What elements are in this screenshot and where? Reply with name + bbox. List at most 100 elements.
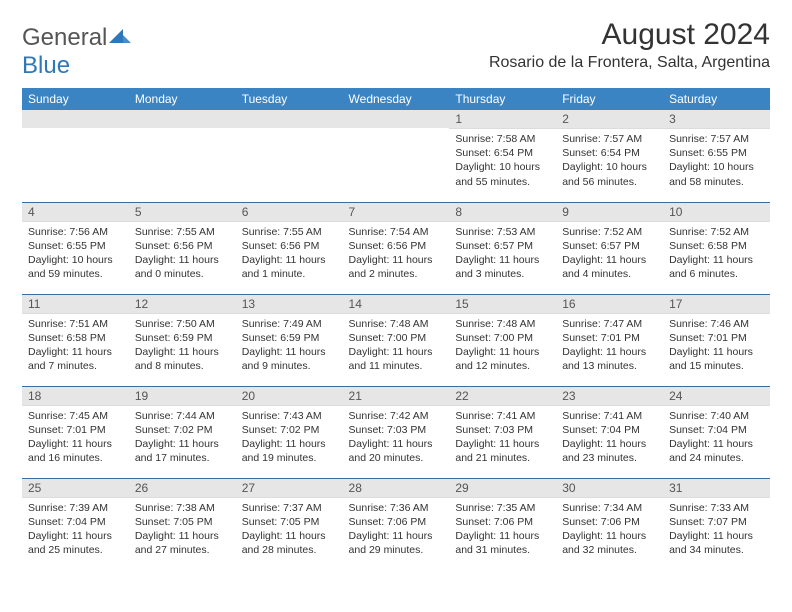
calendar-day-cell bbox=[236, 110, 343, 202]
logo: General bbox=[22, 18, 131, 52]
weekday-header: Friday bbox=[556, 88, 663, 110]
calendar-week-row: 1Sunrise: 7:58 AMSunset: 6:54 PMDaylight… bbox=[22, 110, 770, 202]
day-data: Sunrise: 7:42 AMSunset: 7:03 PMDaylight:… bbox=[343, 406, 450, 470]
calendar-day-cell: 16Sunrise: 7:47 AMSunset: 7:01 PMDayligh… bbox=[556, 294, 663, 386]
day-data: Sunrise: 7:47 AMSunset: 7:01 PMDaylight:… bbox=[556, 314, 663, 378]
day-data: Sunrise: 7:58 AMSunset: 6:54 PMDaylight:… bbox=[449, 129, 556, 193]
day-data: Sunrise: 7:36 AMSunset: 7:06 PMDaylight:… bbox=[343, 498, 450, 562]
day-number: 5 bbox=[129, 203, 236, 222]
day-number: 1 bbox=[449, 110, 556, 129]
day-number: 22 bbox=[449, 387, 556, 406]
triangle-icon bbox=[109, 24, 131, 52]
blank-day bbox=[129, 110, 236, 128]
day-number: 10 bbox=[663, 203, 770, 222]
day-data: Sunrise: 7:56 AMSunset: 6:55 PMDaylight:… bbox=[22, 222, 129, 286]
day-number: 13 bbox=[236, 295, 343, 314]
day-number: 17 bbox=[663, 295, 770, 314]
weekday-header: Thursday bbox=[449, 88, 556, 110]
calendar-day-cell: 27Sunrise: 7:37 AMSunset: 7:05 PMDayligh… bbox=[236, 478, 343, 570]
day-number: 15 bbox=[449, 295, 556, 314]
calendar-day-cell: 5Sunrise: 7:55 AMSunset: 6:56 PMDaylight… bbox=[129, 202, 236, 294]
day-number: 28 bbox=[343, 479, 450, 498]
day-data: Sunrise: 7:55 AMSunset: 6:56 PMDaylight:… bbox=[236, 222, 343, 286]
day-data: Sunrise: 7:41 AMSunset: 7:04 PMDaylight:… bbox=[556, 406, 663, 470]
calendar-day-cell: 15Sunrise: 7:48 AMSunset: 7:00 PMDayligh… bbox=[449, 294, 556, 386]
day-data: Sunrise: 7:53 AMSunset: 6:57 PMDaylight:… bbox=[449, 222, 556, 286]
calendar-day-cell: 20Sunrise: 7:43 AMSunset: 7:02 PMDayligh… bbox=[236, 386, 343, 478]
calendar-day-cell: 13Sunrise: 7:49 AMSunset: 6:59 PMDayligh… bbox=[236, 294, 343, 386]
day-number: 16 bbox=[556, 295, 663, 314]
day-data: Sunrise: 7:41 AMSunset: 7:03 PMDaylight:… bbox=[449, 406, 556, 470]
calendar-day-cell: 2Sunrise: 7:57 AMSunset: 6:54 PMDaylight… bbox=[556, 110, 663, 202]
month-title: August 2024 bbox=[489, 18, 770, 52]
calendar-day-cell bbox=[343, 110, 450, 202]
weekday-header: Tuesday bbox=[236, 88, 343, 110]
day-data: Sunrise: 7:46 AMSunset: 7:01 PMDaylight:… bbox=[663, 314, 770, 378]
day-number: 8 bbox=[449, 203, 556, 222]
calendar-day-cell: 19Sunrise: 7:44 AMSunset: 7:02 PMDayligh… bbox=[129, 386, 236, 478]
logo-text-2: Blue bbox=[22, 52, 770, 80]
day-number: 25 bbox=[22, 479, 129, 498]
weekday-header: Monday bbox=[129, 88, 236, 110]
weekday-header: Sunday bbox=[22, 88, 129, 110]
day-number: 14 bbox=[343, 295, 450, 314]
calendar-day-cell: 18Sunrise: 7:45 AMSunset: 7:01 PMDayligh… bbox=[22, 386, 129, 478]
calendar-day-cell: 11Sunrise: 7:51 AMSunset: 6:58 PMDayligh… bbox=[22, 294, 129, 386]
day-number: 19 bbox=[129, 387, 236, 406]
weekday-header: Wednesday bbox=[343, 88, 450, 110]
calendar-day-cell: 23Sunrise: 7:41 AMSunset: 7:04 PMDayligh… bbox=[556, 386, 663, 478]
calendar-day-cell: 28Sunrise: 7:36 AMSunset: 7:06 PMDayligh… bbox=[343, 478, 450, 570]
day-number: 18 bbox=[22, 387, 129, 406]
calendar-week-row: 11Sunrise: 7:51 AMSunset: 6:58 PMDayligh… bbox=[22, 294, 770, 386]
day-data: Sunrise: 7:44 AMSunset: 7:02 PMDaylight:… bbox=[129, 406, 236, 470]
day-number: 30 bbox=[556, 479, 663, 498]
calendar-day-cell: 7Sunrise: 7:54 AMSunset: 6:56 PMDaylight… bbox=[343, 202, 450, 294]
day-data: Sunrise: 7:54 AMSunset: 6:56 PMDaylight:… bbox=[343, 222, 450, 286]
day-number: 20 bbox=[236, 387, 343, 406]
day-number: 27 bbox=[236, 479, 343, 498]
day-number: 24 bbox=[663, 387, 770, 406]
calendar-day-cell: 14Sunrise: 7:48 AMSunset: 7:00 PMDayligh… bbox=[343, 294, 450, 386]
day-data: Sunrise: 7:39 AMSunset: 7:04 PMDaylight:… bbox=[22, 498, 129, 562]
calendar-day-cell: 26Sunrise: 7:38 AMSunset: 7:05 PMDayligh… bbox=[129, 478, 236, 570]
day-number: 7 bbox=[343, 203, 450, 222]
calendar-day-cell bbox=[22, 110, 129, 202]
day-data: Sunrise: 7:49 AMSunset: 6:59 PMDaylight:… bbox=[236, 314, 343, 378]
blank-day bbox=[343, 110, 450, 128]
calendar-day-cell: 30Sunrise: 7:34 AMSunset: 7:06 PMDayligh… bbox=[556, 478, 663, 570]
day-data: Sunrise: 7:35 AMSunset: 7:06 PMDaylight:… bbox=[449, 498, 556, 562]
calendar-week-row: 18Sunrise: 7:45 AMSunset: 7:01 PMDayligh… bbox=[22, 386, 770, 478]
day-data: Sunrise: 7:33 AMSunset: 7:07 PMDaylight:… bbox=[663, 498, 770, 562]
calendar-day-cell bbox=[129, 110, 236, 202]
calendar-day-cell: 29Sunrise: 7:35 AMSunset: 7:06 PMDayligh… bbox=[449, 478, 556, 570]
day-data: Sunrise: 7:43 AMSunset: 7:02 PMDaylight:… bbox=[236, 406, 343, 470]
calendar-day-cell: 17Sunrise: 7:46 AMSunset: 7:01 PMDayligh… bbox=[663, 294, 770, 386]
calendar-day-cell: 4Sunrise: 7:56 AMSunset: 6:55 PMDaylight… bbox=[22, 202, 129, 294]
calendar-day-cell: 12Sunrise: 7:50 AMSunset: 6:59 PMDayligh… bbox=[129, 294, 236, 386]
weekday-header-row: Sunday Monday Tuesday Wednesday Thursday… bbox=[22, 88, 770, 110]
calendar-day-cell: 10Sunrise: 7:52 AMSunset: 6:58 PMDayligh… bbox=[663, 202, 770, 294]
calendar-day-cell: 3Sunrise: 7:57 AMSunset: 6:55 PMDaylight… bbox=[663, 110, 770, 202]
weekday-header: Saturday bbox=[663, 88, 770, 110]
calendar-day-cell: 6Sunrise: 7:55 AMSunset: 6:56 PMDaylight… bbox=[236, 202, 343, 294]
calendar-day-cell: 8Sunrise: 7:53 AMSunset: 6:57 PMDaylight… bbox=[449, 202, 556, 294]
day-number: 2 bbox=[556, 110, 663, 129]
calendar-table: Sunday Monday Tuesday Wednesday Thursday… bbox=[22, 88, 770, 570]
day-number: 11 bbox=[22, 295, 129, 314]
day-number: 4 bbox=[22, 203, 129, 222]
calendar-body: 1Sunrise: 7:58 AMSunset: 6:54 PMDaylight… bbox=[22, 110, 770, 570]
day-data: Sunrise: 7:45 AMSunset: 7:01 PMDaylight:… bbox=[22, 406, 129, 470]
calendar-day-cell: 22Sunrise: 7:41 AMSunset: 7:03 PMDayligh… bbox=[449, 386, 556, 478]
day-data: Sunrise: 7:51 AMSunset: 6:58 PMDaylight:… bbox=[22, 314, 129, 378]
day-data: Sunrise: 7:48 AMSunset: 7:00 PMDaylight:… bbox=[343, 314, 450, 378]
day-data: Sunrise: 7:48 AMSunset: 7:00 PMDaylight:… bbox=[449, 314, 556, 378]
day-data: Sunrise: 7:52 AMSunset: 6:57 PMDaylight:… bbox=[556, 222, 663, 286]
day-number: 23 bbox=[556, 387, 663, 406]
blank-day bbox=[22, 110, 129, 128]
logo-text-1: General bbox=[22, 24, 107, 52]
day-number: 29 bbox=[449, 479, 556, 498]
day-data: Sunrise: 7:55 AMSunset: 6:56 PMDaylight:… bbox=[129, 222, 236, 286]
calendar-week-row: 4Sunrise: 7:56 AMSunset: 6:55 PMDaylight… bbox=[22, 202, 770, 294]
day-number: 6 bbox=[236, 203, 343, 222]
day-number: 31 bbox=[663, 479, 770, 498]
